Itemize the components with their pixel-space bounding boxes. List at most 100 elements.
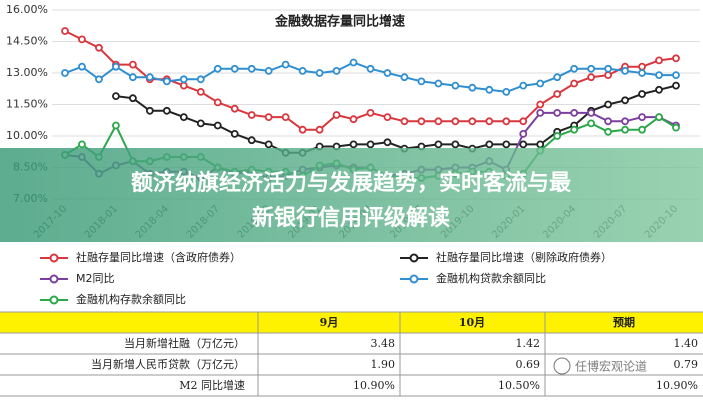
point [264, 113, 273, 121]
point [128, 94, 137, 103]
legend-label: M2同比 [76, 272, 115, 285]
point [468, 117, 477, 126]
point [213, 98, 222, 107]
row-label: 当月新增社融（万亿元） [124, 336, 245, 350]
legend: 社融存量同比增速（含政府债券） 社融存量同比增速（剔除政府债券） M2同比 金融机构贷… [40, 250, 612, 306]
table-cell: 10.90% [353, 379, 395, 392]
y-tick-label: 13.00% [6, 66, 48, 79]
point [95, 43, 103, 52]
y-tick-label: 16.00% [6, 3, 48, 16]
point [349, 115, 358, 124]
point [281, 60, 290, 69]
point [655, 85, 663, 94]
point [638, 125, 646, 134]
point [196, 88, 205, 96]
point [230, 104, 239, 113]
row-label: M2 同比增速 [179, 378, 245, 392]
point [570, 79, 579, 88]
point [672, 123, 680, 132]
point [451, 81, 460, 90]
point [536, 109, 545, 117]
point [61, 27, 69, 35]
legend-marker [409, 253, 419, 263]
point [451, 140, 460, 149]
point [315, 69, 324, 77]
watermark: 任博宏观论道 [553, 357, 647, 375]
point [638, 90, 646, 98]
table-cell: 1.90 [371, 358, 396, 371]
legend-label: 社融存量同比增速（含政府债券） [76, 250, 241, 264]
point [536, 79, 545, 88]
point [417, 77, 426, 86]
point [247, 111, 256, 119]
point [315, 125, 324, 134]
point [78, 140, 86, 149]
row-label: 当月新增人民币贷款（万亿元） [91, 357, 245, 371]
point [536, 100, 545, 109]
point [485, 117, 494, 126]
point [112, 92, 120, 100]
point [298, 67, 307, 75]
point [621, 125, 629, 134]
point [485, 140, 494, 149]
point [604, 100, 613, 109]
point [213, 64, 222, 73]
banner-line: 新银行信用评级解读 [252, 205, 450, 231]
point [383, 69, 392, 77]
point [570, 64, 579, 73]
legend-label: 金融机构存款余额同比 [76, 292, 186, 306]
point [179, 113, 188, 121]
point [179, 75, 188, 84]
point [264, 140, 273, 149]
point [553, 90, 562, 98]
point [366, 64, 375, 73]
point [621, 67, 629, 75]
banner-bg [0, 148, 703, 242]
point [621, 96, 629, 105]
point [655, 71, 663, 79]
point [61, 69, 69, 77]
point [570, 125, 579, 134]
y-tick-label: 10.00% [6, 129, 48, 142]
point [655, 113, 663, 121]
point [587, 64, 596, 73]
legend-label: 金融机构贷款余额同比 [436, 271, 546, 285]
point [383, 138, 392, 147]
point [230, 129, 239, 138]
table-cell: 10.50% [498, 379, 540, 392]
point [145, 106, 154, 115]
point [553, 109, 562, 117]
point [519, 81, 528, 90]
point [298, 125, 307, 134]
watermark-text: 任博宏观论道 [575, 359, 647, 374]
point [519, 117, 528, 126]
y-tick-label: 14.50% [6, 35, 48, 48]
legend-marker [409, 274, 419, 284]
y-tick-label: 11.50% [6, 98, 48, 111]
point [553, 73, 562, 82]
table-header-bg [0, 312, 703, 333]
table-header: 10月 [459, 316, 485, 329]
point [78, 35, 86, 44]
legend-marker [49, 253, 59, 263]
point [672, 54, 680, 63]
point [638, 69, 646, 77]
series-line [115, 84, 677, 154]
point [434, 140, 443, 149]
point [366, 140, 375, 149]
point [502, 140, 511, 149]
point [162, 77, 171, 86]
point [587, 119, 596, 128]
point [672, 81, 680, 90]
point [349, 58, 358, 67]
point [128, 60, 137, 69]
point [95, 75, 103, 84]
point [213, 121, 222, 130]
point [451, 117, 460, 126]
point [417, 117, 426, 126]
point [638, 113, 646, 121]
legend-marker [49, 274, 59, 284]
point [587, 73, 596, 82]
banner: 额济纳旗经济活力与发展趋势，实时客流与最 新银行信用评级解读 [0, 148, 703, 242]
